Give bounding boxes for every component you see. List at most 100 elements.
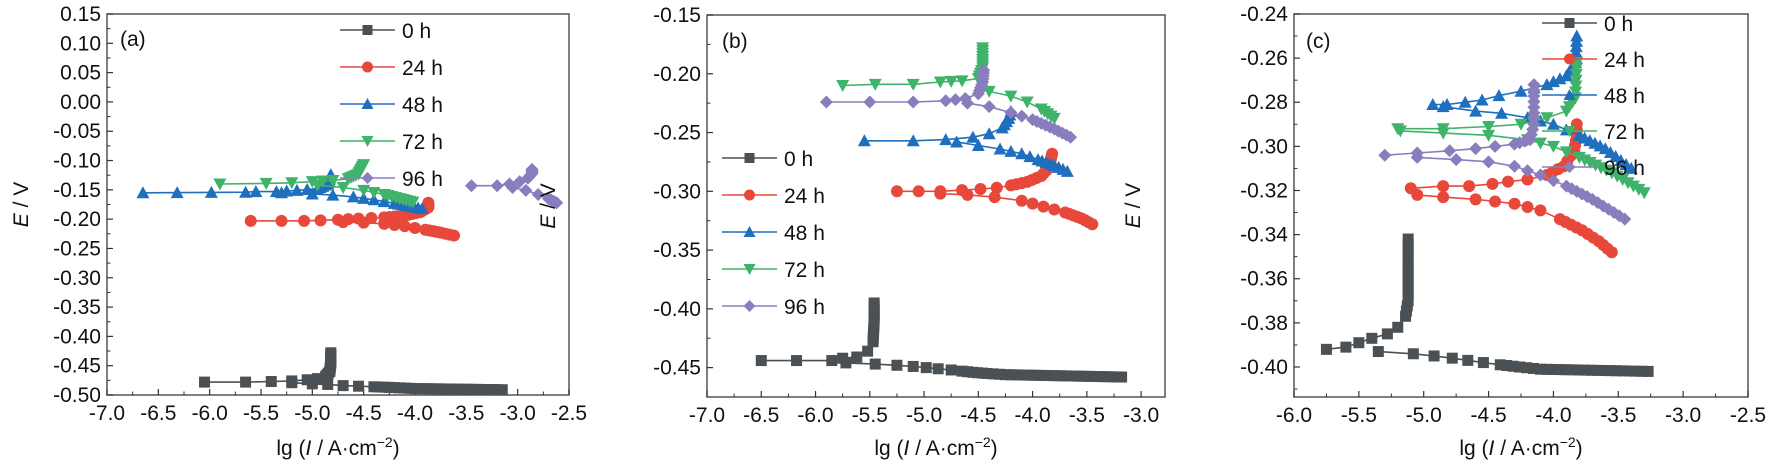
data-point [1527,78,1541,92]
data-point [990,181,1003,194]
data-point [1492,89,1506,102]
data-point [1071,370,1083,382]
x-tick-label: -3.5 [1069,404,1105,427]
x-axis-title-part: −2 [1560,434,1576,450]
data-point [406,196,420,209]
data-point [950,135,964,148]
data-point [1449,153,1463,167]
x-axis-title: lg (I / A·cm−2) [1459,434,1582,460]
data-point [920,362,932,374]
data-point [1508,159,1522,173]
data-point [1618,212,1632,226]
legend-marker [744,189,755,201]
legend-marker [1563,126,1576,137]
data-point [1501,360,1513,372]
x-axis-title-part: / A·cm [311,437,376,460]
y-axis-title-part: E [537,214,560,229]
data-point [1621,177,1635,190]
x-axis-title-part: / A·cm [909,437,974,460]
data-point [519,183,533,197]
data-point [1540,112,1554,125]
legend-marker [743,226,756,237]
legend: 0 h 24 h 48 h 72 h 96 h [1542,13,1645,180]
data-point [1047,112,1061,125]
y-tick-label: 0.05 [60,62,101,85]
data-point [976,42,990,55]
data-point [1534,204,1547,217]
y-tick-label: -0.34 [1240,224,1288,247]
series-24h [890,147,1099,231]
data-point [1502,175,1515,188]
legend-marker [743,264,756,275]
data-point [1110,371,1122,383]
data-point [1033,369,1045,381]
data-point [987,368,999,380]
legend-marker [361,98,374,109]
legend: 0 h 24 h 48 h 72 h 96 h [722,148,825,319]
data-point [1546,174,1560,188]
data-point [1585,364,1597,376]
data-point [1060,164,1074,177]
y-tick-label: -0.40 [653,298,701,321]
data-point [346,190,360,203]
data-point [1458,95,1472,108]
data-point [1541,363,1553,375]
legend-label: 48 h [784,222,825,245]
data-point [1489,195,1502,208]
data-point [1617,365,1629,377]
data-point [1462,354,1474,366]
data-point [1402,256,1414,268]
panel-label: (a) [120,28,146,51]
data-point [1048,203,1061,216]
legend-label: 72 h [402,131,443,154]
data-point [1623,365,1635,377]
legend-marker [1563,161,1576,173]
x-axis-title-part: lg ( [276,437,305,460]
x-axis-title-part: lg ( [874,437,903,460]
data-point [306,378,318,390]
x-tick-label: -4.0 [1014,404,1050,427]
data-point [496,384,508,396]
data-point [204,185,218,198]
data-point [1546,117,1560,130]
y-tick-label: 0.10 [60,32,101,55]
legend-marker [361,172,374,184]
data-point [939,94,953,108]
data-point [1443,144,1457,158]
data-point [1507,360,1519,372]
y-tick-label: -0.28 [1240,91,1288,114]
data-point [1004,106,1018,120]
data-point [1411,188,1424,201]
data-point [1569,74,1583,87]
panel-c: -6.0 -5.5 -5.0 -4.5 -4.0 -3.5 -3.0 -2.5 -0.24 -0.… [1122,3,1766,460]
x-axis-title-part: ) [991,437,998,460]
legend-label: 24 h [784,185,825,208]
data-point [1591,364,1603,376]
data-point [1099,371,1111,383]
data-point [244,214,257,227]
x-tick-label: -6.5 [743,404,779,427]
data-point [1624,161,1638,174]
panel-a: -7.0 -6.5 -6.0 -5.5 -5.0 -4.5 -4.0 -3.5 -3.0 -2.5… [10,3,587,460]
x-tick-label: -6.0 [1276,404,1312,427]
data-point [1049,370,1061,382]
data-point [791,355,803,367]
data-point [1020,96,1034,109]
data-point [1381,328,1393,340]
data-point [1437,180,1450,193]
data-point [1514,84,1528,97]
x-axis-title-part: I [306,437,312,460]
data-point [932,363,944,375]
data-point [490,179,504,193]
y-tick-label: -0.26 [1240,47,1288,70]
data-point [249,185,263,198]
data-point [1605,167,1619,180]
data-point [1011,369,1023,381]
data-point [1378,148,1392,162]
x-tick-label: -3.0 [1665,404,1701,427]
data-point [993,368,1005,380]
x-tick-label: -2.5 [1730,404,1766,427]
data-point [1366,332,1378,344]
data-point [755,355,767,367]
